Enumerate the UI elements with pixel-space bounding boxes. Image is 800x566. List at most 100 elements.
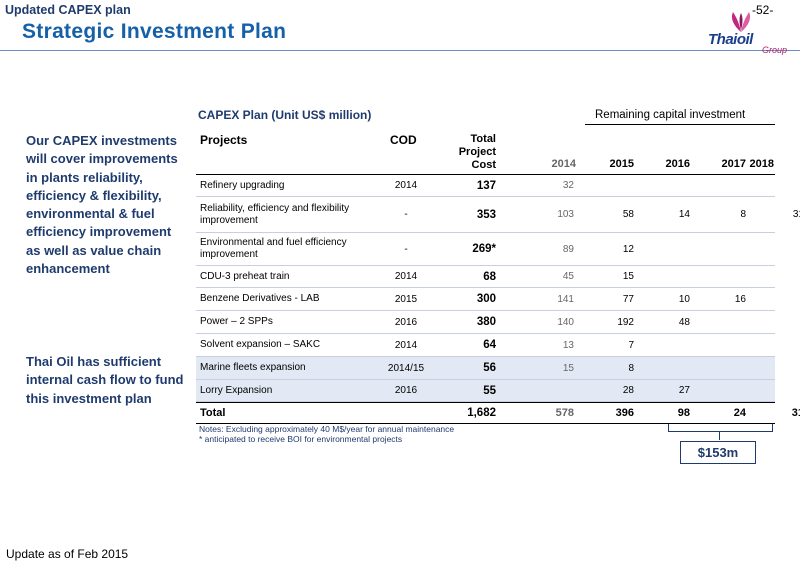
value-2014: 140 <box>557 316 574 328</box>
value-2016 <box>650 233 690 265</box>
project-cod: 2016 <box>394 385 418 396</box>
total-2018: 31 <box>791 407 800 419</box>
project-total: 137 <box>476 179 496 192</box>
value-2017: 8 <box>740 209 746 220</box>
project-name: Environmental and fuel efficiency improv… <box>200 237 347 260</box>
project-total: 68 <box>483 270 496 283</box>
value-2016: 10 <box>678 293 690 305</box>
note-maintenance: Notes: Excluding approximately 40 M$/yea… <box>199 424 455 434</box>
remaining-investment-header: Remaining capital investment <box>595 109 746 121</box>
remaining-sum-callout: $153m <box>680 441 756 464</box>
project-name: Lorry Expansion <box>200 384 273 396</box>
value-2018 <box>764 175 800 196</box>
header-rule <box>196 174 775 175</box>
column-header-2017: 2017 <box>721 158 746 170</box>
project-cod: 2015 <box>394 293 418 305</box>
total-label: Total <box>200 407 226 419</box>
value-2018 <box>764 311 800 333</box>
value-2017: 16 <box>734 293 746 305</box>
project-cod: 2014 <box>394 271 418 282</box>
value-2015: 192 <box>617 316 634 328</box>
project-cod: 2016 <box>394 316 418 328</box>
project-cod: - <box>404 243 408 255</box>
project-total: 64 <box>483 339 496 351</box>
project-name: Power – 2 SPPs <box>200 316 273 327</box>
value-2015: 77 <box>622 293 634 305</box>
value-2015: 12 <box>622 243 634 255</box>
column-header-total-line2: Project <box>458 146 496 158</box>
logo-name: Thaioil <box>708 31 753 48</box>
value-2017 <box>706 357 746 379</box>
value-2014: 15 <box>562 362 574 374</box>
project-name: Solvent expansion – SAKC <box>200 339 321 350</box>
value-2014: 103 <box>557 209 574 220</box>
column-header-cod: COD <box>390 133 417 147</box>
remaining-investment-rule <box>585 124 775 125</box>
value-2017 <box>706 311 746 333</box>
value-2017 <box>706 233 746 265</box>
table-row: CDU-3 preheat train 2014 68 45 15 <box>196 266 775 288</box>
value-2018 <box>764 266 800 287</box>
value-2018 <box>764 380 800 401</box>
table-row: Lorry Expansion 2016 55 28 27 <box>196 380 775 402</box>
project-total: 269* <box>472 243 496 255</box>
column-header-projects: Projects <box>200 133 248 147</box>
total-2015: 396 <box>615 407 634 419</box>
value-2015: 28 <box>622 385 634 396</box>
project-total: 300 <box>476 293 496 305</box>
project-cod: 2014/15 <box>387 362 425 374</box>
table-row: Solvent expansion – SAKC 2014 64 13 7 <box>196 334 775 357</box>
value-2018 <box>764 357 800 379</box>
header-label: Updated CAPEX plan <box>5 3 131 17</box>
value-2016 <box>650 175 690 196</box>
project-total: 380 <box>476 316 496 328</box>
value-2014: 89 <box>562 243 574 255</box>
project-name: Refinery upgrading <box>200 179 285 191</box>
value-2015: 8 <box>628 362 634 374</box>
project-cod: 2014 <box>394 339 418 351</box>
value-2018: 31 <box>792 209 800 220</box>
value-2016: 14 <box>678 209 690 220</box>
table-row: Marine fleets expansion 2014/15 56 15 8 <box>196 357 775 380</box>
column-header-total-line3: Cost <box>471 159 496 171</box>
table-row: Reliability, efficiency and flexibility … <box>196 197 800 233</box>
logo-sub: Group <box>762 45 788 55</box>
value-2015 <box>594 175 634 196</box>
value-2015: 58 <box>622 209 634 220</box>
value-2016: 48 <box>678 316 690 328</box>
table-row: Environmental and fuel efficiency improv… <box>196 233 775 266</box>
project-cod: 2014 <box>394 180 418 191</box>
value-2016: 27 <box>678 385 690 396</box>
total-2016: 98 <box>677 407 690 419</box>
thaioil-logo: Thaioil Group <box>700 10 792 56</box>
value-2016 <box>650 357 690 379</box>
project-name: Marine fleets expansion <box>200 362 306 373</box>
project-cod: - <box>404 209 408 220</box>
column-header-2014: 2014 <box>551 158 576 170</box>
column-header-total-line1: Total <box>470 133 496 145</box>
project-name: Benzene Derivatives - LAB <box>200 293 320 304</box>
remaining-sum-bracket <box>668 424 773 432</box>
value-2014: 13 <box>562 339 574 351</box>
total-2014: 578 <box>555 407 574 419</box>
table-notes: Notes: Excluding approximately 40 M$/yea… <box>199 424 454 444</box>
title-divider <box>0 50 800 51</box>
table-row: Benzene Derivatives - LAB 2015 300 141 7… <box>196 288 775 311</box>
value-2017 <box>706 266 746 287</box>
value-2018 <box>764 288 800 310</box>
value-2016 <box>650 266 690 287</box>
project-name: Reliability, efficiency and flexibility … <box>200 202 350 226</box>
value-2017 <box>706 334 746 356</box>
sidebar-text-capex: Our CAPEX investments will cover improve… <box>26 133 178 277</box>
sidebar-text-cashflow: Thai Oil has sufficient internal cash fl… <box>26 354 184 406</box>
value-2014: 32 <box>562 180 574 191</box>
footer-update-date: Update as of Feb 2015 <box>6 547 129 561</box>
table-row: Power – 2 SPPs 2016 380 140 192 48 <box>196 311 775 334</box>
column-header-total: Total Project Cost <box>440 133 496 172</box>
bird-icon <box>731 12 751 32</box>
page-number: -52- <box>752 3 774 17</box>
total-value: 1,682 <box>467 407 496 419</box>
bracket-stem <box>719 432 720 440</box>
column-header-2016: 2016 <box>665 158 690 170</box>
project-total: 56 <box>483 362 496 374</box>
